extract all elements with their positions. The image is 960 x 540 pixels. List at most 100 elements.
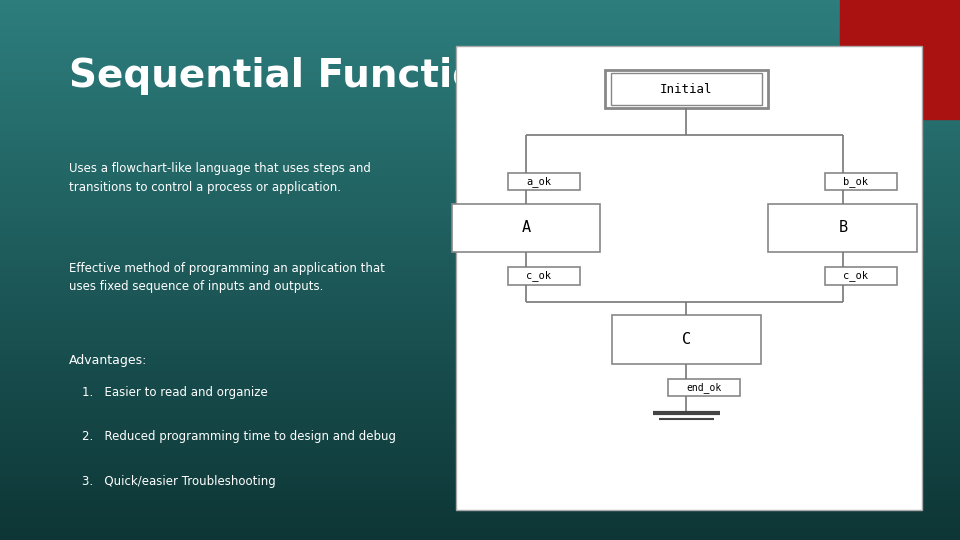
Bar — [0, 70, 960, 73]
Bar — [0, 475, 960, 478]
Bar — [605, 70, 768, 108]
Bar — [0, 238, 960, 240]
Text: C: C — [682, 332, 691, 347]
Bar — [451, 204, 601, 252]
Bar — [0, 470, 960, 472]
Bar — [0, 57, 960, 59]
Bar — [0, 521, 960, 524]
Bar — [0, 513, 960, 516]
Bar — [0, 297, 960, 300]
Text: Initial: Initial — [660, 83, 712, 96]
Text: Advantages:: Advantages: — [69, 354, 148, 367]
Bar — [0, 389, 960, 392]
Bar — [0, 51, 960, 54]
Bar — [0, 132, 960, 135]
Bar — [0, 254, 960, 256]
Bar — [0, 92, 960, 94]
Bar — [0, 189, 960, 192]
Text: 2.   Reduced programming time to design and debug: 2. Reduced programming time to design an… — [82, 430, 396, 443]
Bar — [0, 402, 960, 405]
Bar — [0, 405, 960, 408]
Bar — [0, 292, 960, 294]
Bar — [0, 510, 960, 513]
Bar — [0, 427, 960, 429]
Bar — [0, 97, 960, 100]
Bar — [0, 0, 960, 3]
Bar — [0, 529, 960, 532]
Bar — [0, 111, 960, 113]
Bar — [0, 38, 960, 40]
Bar — [0, 397, 960, 400]
Bar — [0, 219, 960, 221]
Bar — [0, 392, 960, 394]
Bar — [0, 143, 960, 146]
Bar — [0, 375, 960, 378]
Bar — [0, 194, 960, 197]
Bar — [0, 3, 960, 5]
Bar — [0, 424, 960, 427]
Bar — [668, 379, 740, 396]
Bar — [0, 321, 960, 324]
Bar — [0, 251, 960, 254]
Bar — [0, 130, 960, 132]
Bar — [0, 516, 960, 518]
Bar — [0, 462, 960, 464]
Bar — [0, 62, 960, 65]
Bar — [612, 315, 760, 364]
Bar — [456, 46, 922, 510]
Bar — [768, 204, 917, 252]
Bar — [0, 116, 960, 119]
Bar — [0, 11, 960, 14]
Bar — [0, 294, 960, 297]
Bar — [0, 105, 960, 108]
Bar — [0, 248, 960, 251]
Bar — [0, 40, 960, 43]
Bar — [0, 165, 960, 167]
Bar — [0, 275, 960, 278]
Bar — [0, 351, 960, 354]
Bar — [0, 205, 960, 208]
Bar — [0, 284, 960, 286]
Bar — [0, 319, 960, 321]
Bar — [0, 243, 960, 246]
Bar — [0, 184, 960, 186]
Bar — [0, 526, 960, 529]
Bar — [0, 208, 960, 211]
Bar — [0, 127, 960, 130]
Bar — [0, 81, 960, 84]
Bar — [0, 464, 960, 467]
Bar — [0, 49, 960, 51]
Bar — [0, 84, 960, 86]
Bar — [0, 167, 960, 170]
Bar — [0, 432, 960, 435]
Text: Sequential Function Charts: Sequential Function Charts — [69, 57, 663, 94]
Bar — [0, 73, 960, 76]
Bar — [0, 202, 960, 205]
Bar — [0, 327, 960, 329]
Bar — [0, 46, 960, 49]
Bar — [0, 356, 960, 359]
Bar — [0, 491, 960, 494]
Bar — [0, 140, 960, 143]
Bar — [0, 119, 960, 122]
Bar — [0, 308, 960, 310]
Bar — [0, 362, 960, 364]
Bar — [0, 216, 960, 219]
Bar — [0, 532, 960, 535]
Text: 1.   Easier to read and organize: 1. Easier to read and organize — [82, 386, 267, 399]
Bar — [0, 364, 960, 367]
Bar — [0, 413, 960, 416]
Bar — [0, 89, 960, 92]
Bar — [0, 416, 960, 418]
Text: a_ok: a_ok — [526, 176, 551, 187]
Bar — [0, 224, 960, 227]
Bar — [0, 86, 960, 89]
Bar — [0, 5, 960, 8]
Bar — [0, 418, 960, 421]
Bar — [0, 35, 960, 38]
Bar — [0, 240, 960, 243]
Bar — [0, 300, 960, 302]
Bar — [0, 43, 960, 46]
Bar — [0, 197, 960, 200]
Bar — [0, 100, 960, 103]
